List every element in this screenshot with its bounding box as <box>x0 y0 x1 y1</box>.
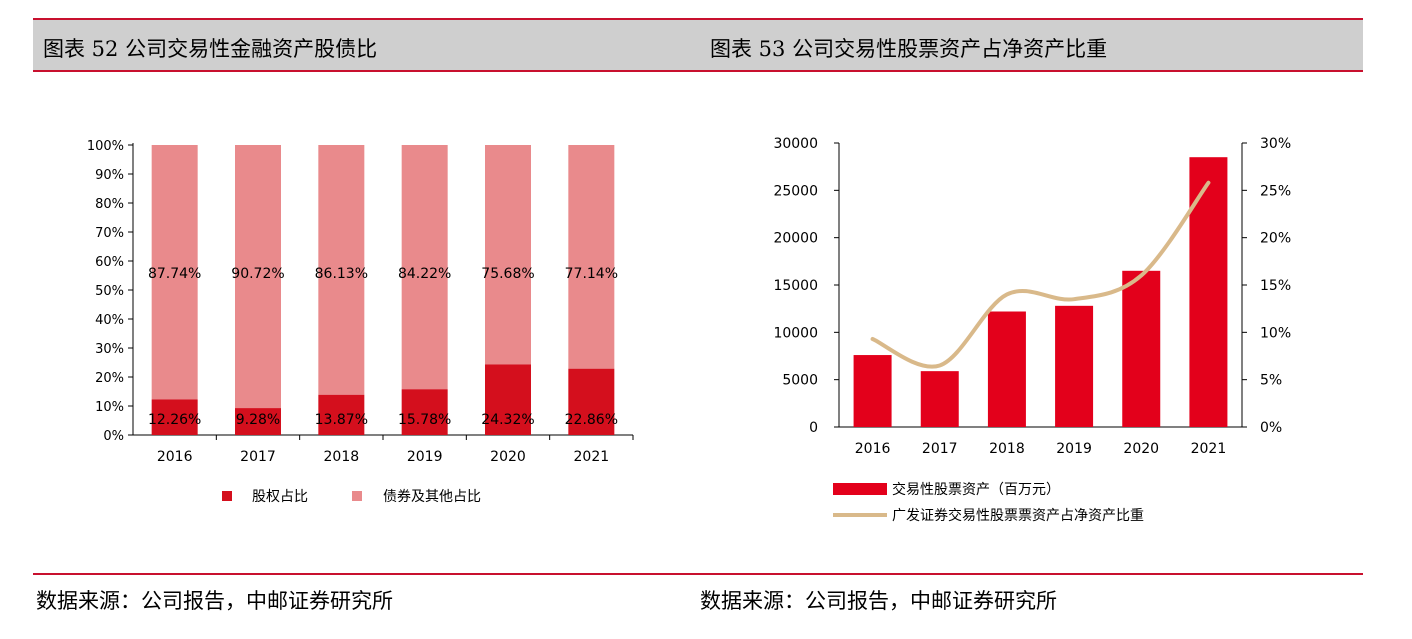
bar-equity-segment <box>401 389 448 435</box>
y-tick-label: 90% <box>95 168 124 183</box>
y-tick-label: 40% <box>95 313 124 328</box>
bar-bond-segment <box>568 145 615 369</box>
y-tick-label: 0% <box>103 429 124 444</box>
legend-equity-swatch <box>222 491 232 501</box>
legend-line-label: 广发证券交易性股票票资产占净资产比重 <box>892 507 1144 524</box>
right-y-tick-label: 10% <box>1260 325 1291 341</box>
x-tick-label: 2017 <box>240 449 276 465</box>
left-source-note: 数据来源：公司报告，中邮证券研究所 <box>36 589 393 613</box>
left-y-tick-label: 5000 <box>782 373 818 389</box>
x-tick-label: 2018 <box>324 449 360 465</box>
left-panel: 图表 52 公司交易性金融资产股债比 0% 10% 20% 30% 40% 50% 60% 7… <box>0 0 700 639</box>
left-y-tick-label: 0 <box>809 420 818 436</box>
legend-equity-label: 股权占比 <box>252 489 308 505</box>
x-tick-label: 2017 <box>922 441 958 457</box>
bar-equity-segment <box>318 394 365 435</box>
right-y-tick-label: 15% <box>1260 278 1291 294</box>
bar-bond-segment <box>318 145 365 395</box>
bond-data-label: 75.68% <box>481 266 534 282</box>
y-tick-label: 50% <box>95 284 124 299</box>
x-tick-label: 2019 <box>1056 441 1092 457</box>
y-tick-label: 70% <box>95 226 124 241</box>
right-y-tick-label: 25% <box>1260 183 1291 199</box>
equity-data-label: 9.28% <box>236 412 280 428</box>
x-tick-label: 2019 <box>407 449 443 465</box>
bar-equity-segment <box>235 408 281 435</box>
bar-equity-segment <box>151 399 198 435</box>
legend-bar-label: 交易性股票资产（百万元） <box>892 481 1060 498</box>
right-panel: 图表 53 公司交易性股票资产占净资产比重 0 5000 10000 15000 200… <box>700 0 1412 639</box>
y-tick-label: 80% <box>95 197 124 212</box>
right-source-divider <box>700 573 1363 575</box>
bar-bond-segment <box>401 145 448 390</box>
equity-data-label: 22.86% <box>565 412 618 428</box>
y-tick-label: 100% <box>87 139 124 154</box>
stacked-bar-chart: 0% 10% 20% 30% 40% 50% 60% 70% 80% 90% 100% 87.74% 1… <box>87 139 634 505</box>
ratio-line <box>870 180 1211 369</box>
bond-data-label: 77.14% <box>565 266 618 282</box>
equity-data-label: 12.26% <box>148 412 201 428</box>
right-chart-title: 图表 53 公司交易性股票资产占净资产比重 <box>710 37 1108 61</box>
equity-data-label: 13.87% <box>315 412 368 428</box>
x-tick-label: 2021 <box>1191 441 1227 457</box>
right-y-tick-label: 30% <box>1260 136 1291 152</box>
x-tick-label: 2016 <box>855 441 891 457</box>
bond-data-label: 84.22% <box>398 266 451 282</box>
legend-bond-swatch <box>352 491 362 501</box>
left-y-tick-label: 10000 <box>773 325 818 341</box>
legend-bar-swatch <box>833 483 887 495</box>
stock-asset-bar <box>853 355 892 427</box>
right-y-tick-label: 5% <box>1260 373 1282 389</box>
bar-equity-segment <box>485 364 531 435</box>
y-tick-label: 60% <box>95 255 124 270</box>
x-tick-label: 2018 <box>989 441 1025 457</box>
bar-bond-segment <box>235 145 281 409</box>
bar-line-combo-chart: 0 5000 10000 15000 20000 25000 30000 0% 5% 10% 15%… <box>773 136 1291 524</box>
bond-data-label: 86.13% <box>315 266 368 282</box>
right-y-tick-label: 20% <box>1260 231 1291 247</box>
stock-asset-bar <box>987 311 1026 427</box>
stock-asset-bar <box>1055 305 1094 427</box>
left-y-tick-label: 20000 <box>773 231 818 247</box>
bond-data-label: 90.72% <box>231 266 284 282</box>
right-title-bar: 图表 53 公司交易性股票资产占净资产比重 <box>700 18 1363 72</box>
y-tick-label: 20% <box>95 371 124 386</box>
bar-bond-segment <box>151 145 198 400</box>
left-y-tick-label: 25000 <box>773 183 818 199</box>
left-y-tick-label: 15000 <box>773 278 818 294</box>
equity-data-label: 24.32% <box>481 412 534 428</box>
bond-data-label: 87.74% <box>148 266 201 282</box>
y-tick-label: 30% <box>95 342 124 357</box>
stock-asset-bar <box>1189 157 1228 427</box>
bar-bond-segment <box>485 145 531 365</box>
y-tick-label: 10% <box>95 400 124 415</box>
equity-data-label: 15.78% <box>398 412 451 428</box>
x-tick-label: 2021 <box>574 449 610 465</box>
stock-asset-bar <box>920 371 959 427</box>
left-chart-title: 图表 52 公司交易性金融资产股债比 <box>43 37 378 61</box>
stock-asset-bar <box>1122 270 1161 427</box>
x-tick-label: 2020 <box>1123 441 1159 457</box>
legend-bond-label: 债券及其他占比 <box>383 489 481 505</box>
left-title-bar: 图表 52 公司交易性金融资产股债比 <box>33 18 700 72</box>
x-tick-label: 2016 <box>157 449 193 465</box>
left-source-divider <box>33 573 700 575</box>
bar-equity-segment <box>568 368 615 435</box>
left-y-tick-label: 30000 <box>773 136 818 152</box>
x-tick-label: 2020 <box>490 449 526 465</box>
right-source-note: 数据来源：公司报告，中邮证券研究所 <box>700 589 1057 613</box>
right-y-tick-label: 0% <box>1260 420 1282 436</box>
